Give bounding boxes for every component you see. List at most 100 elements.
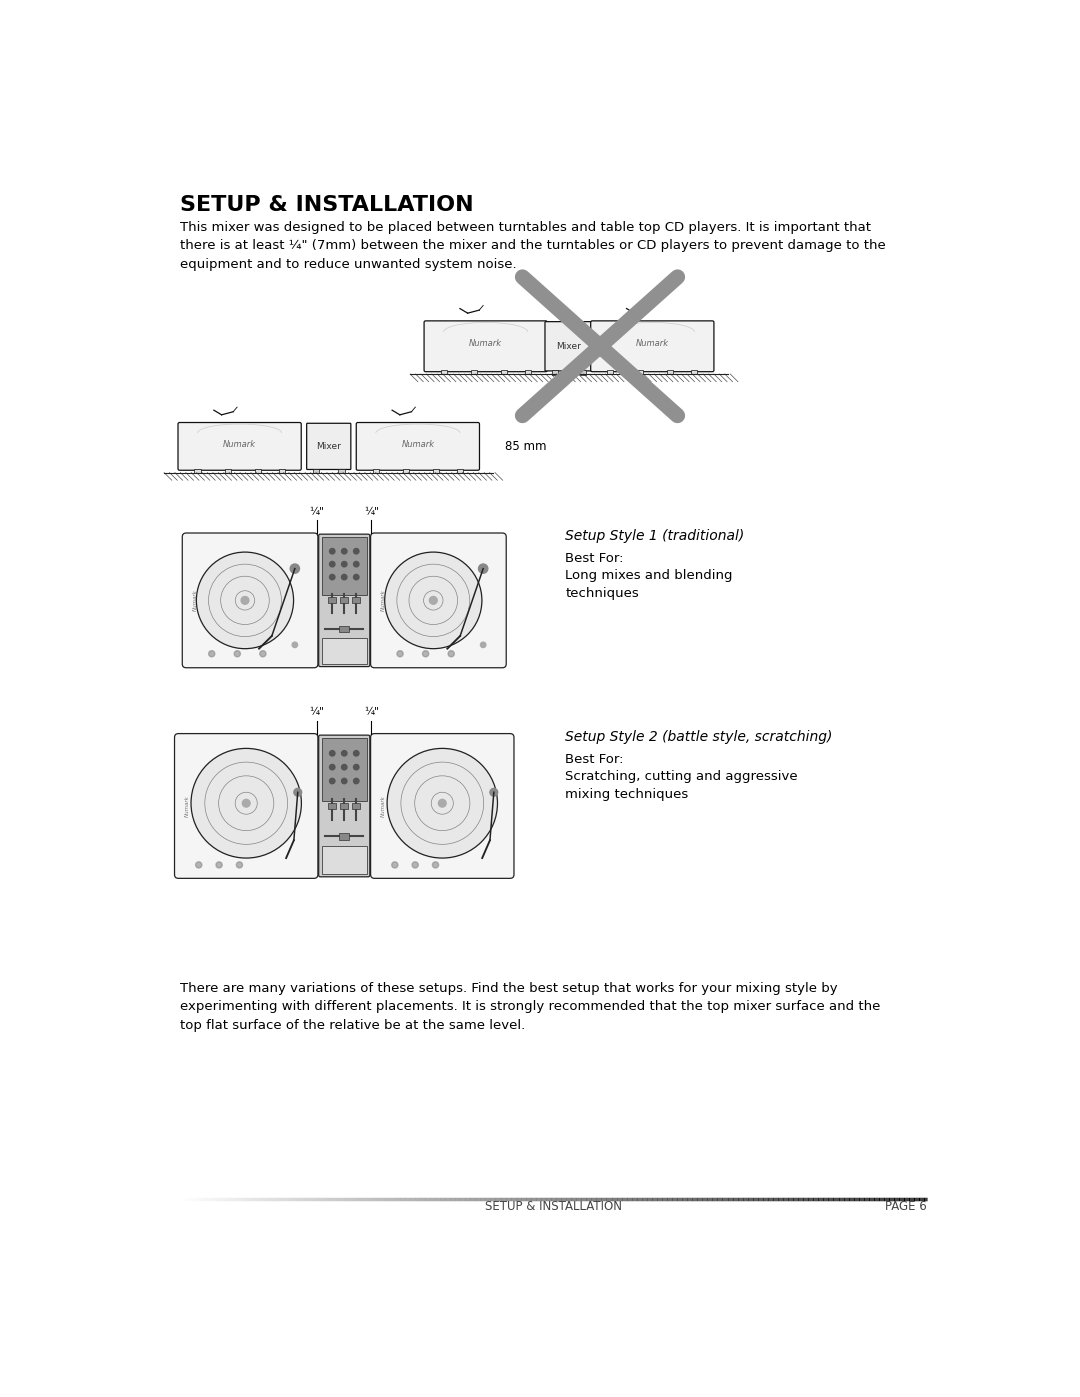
Bar [339, 626, 349, 631]
Text: Best For:: Best For: [565, 753, 623, 766]
Bar [403, 469, 409, 472]
Circle shape [397, 651, 403, 657]
FancyBboxPatch shape [424, 321, 548, 372]
Bar [667, 370, 674, 374]
FancyBboxPatch shape [183, 534, 318, 668]
Circle shape [234, 651, 241, 657]
Bar [322, 847, 367, 873]
Circle shape [353, 778, 359, 784]
FancyBboxPatch shape [591, 321, 714, 372]
Bar [339, 834, 349, 840]
Circle shape [353, 750, 359, 756]
Circle shape [430, 597, 437, 605]
FancyBboxPatch shape [319, 534, 369, 666]
Bar [433, 469, 438, 472]
Bar [322, 637, 367, 664]
Bar [552, 370, 558, 374]
Circle shape [353, 549, 359, 555]
Circle shape [341, 778, 347, 784]
Text: Best For:: Best For: [565, 552, 623, 566]
Circle shape [329, 778, 335, 784]
Bar [352, 597, 360, 604]
Bar [580, 370, 586, 374]
Circle shape [448, 651, 455, 657]
Text: Numark: Numark [636, 339, 669, 348]
Text: Mixer: Mixer [556, 342, 581, 351]
Text: Long mixes and blending
techniques: Long mixes and blending techniques [565, 569, 732, 601]
Circle shape [329, 562, 335, 567]
Text: Numark: Numark [381, 590, 386, 612]
Circle shape [341, 574, 347, 580]
Bar [691, 370, 698, 374]
Bar [340, 597, 348, 604]
Text: SETUP & INSTALLATION: SETUP & INSTALLATION [485, 1200, 622, 1213]
Bar [525, 370, 531, 374]
Circle shape [260, 651, 266, 657]
Circle shape [384, 552, 482, 648]
Text: 85 mm: 85 mm [505, 440, 546, 453]
Circle shape [438, 799, 446, 807]
Text: ¼": ¼" [310, 707, 325, 718]
Circle shape [292, 643, 298, 648]
FancyBboxPatch shape [356, 422, 480, 471]
Bar [313, 469, 319, 474]
Bar [322, 738, 367, 800]
Bar [194, 469, 201, 472]
Bar [471, 370, 476, 374]
Text: ¼": ¼" [310, 507, 325, 517]
Bar [322, 538, 367, 595]
Bar [352, 803, 360, 809]
Bar [328, 803, 336, 809]
Text: Numark: Numark [224, 440, 256, 448]
Bar [328, 597, 336, 604]
FancyBboxPatch shape [370, 534, 507, 668]
Circle shape [329, 549, 335, 555]
Text: Setup Style 1 (traditional): Setup Style 1 (traditional) [565, 529, 744, 543]
Circle shape [422, 651, 429, 657]
FancyBboxPatch shape [545, 321, 593, 372]
Circle shape [353, 562, 359, 567]
Circle shape [294, 788, 301, 796]
Bar [225, 469, 231, 472]
Circle shape [241, 597, 248, 605]
Bar [441, 370, 447, 374]
Text: This mixer was designed to be placed between turntables and table top CD players: This mixer was designed to be placed bet… [180, 221, 886, 271]
Text: Numark: Numark [469, 339, 502, 348]
Text: ¼": ¼" [364, 707, 379, 718]
Bar [279, 469, 285, 472]
Circle shape [413, 862, 418, 868]
Circle shape [353, 574, 359, 580]
Circle shape [392, 862, 397, 868]
Circle shape [242, 799, 251, 807]
Circle shape [195, 862, 202, 868]
Circle shape [387, 749, 498, 858]
Text: PAGE 6: PAGE 6 [886, 1200, 927, 1213]
FancyBboxPatch shape [319, 735, 369, 877]
Bar [338, 469, 345, 474]
Circle shape [237, 862, 243, 868]
FancyBboxPatch shape [178, 422, 301, 471]
Text: SETUP & INSTALLATION: SETUP & INSTALLATION [180, 194, 473, 215]
Circle shape [329, 574, 335, 580]
FancyBboxPatch shape [175, 733, 318, 879]
Text: Numark: Numark [185, 795, 190, 817]
Circle shape [291, 564, 299, 573]
Text: ¼": ¼" [364, 507, 379, 517]
Circle shape [341, 562, 347, 567]
Text: Numark: Numark [192, 590, 198, 612]
FancyBboxPatch shape [307, 423, 351, 469]
Circle shape [191, 749, 301, 858]
Circle shape [432, 862, 438, 868]
Circle shape [481, 643, 486, 648]
Circle shape [490, 788, 498, 796]
Circle shape [341, 549, 347, 555]
Bar [501, 370, 507, 374]
Circle shape [341, 764, 347, 770]
Bar [255, 469, 260, 472]
Text: Mixer: Mixer [316, 441, 341, 451]
Circle shape [216, 862, 222, 868]
Text: Scratching, cutting and aggressive
mixing techniques: Scratching, cutting and aggressive mixin… [565, 770, 798, 800]
Circle shape [341, 750, 347, 756]
Text: Numark: Numark [402, 440, 434, 448]
Bar [637, 370, 644, 374]
